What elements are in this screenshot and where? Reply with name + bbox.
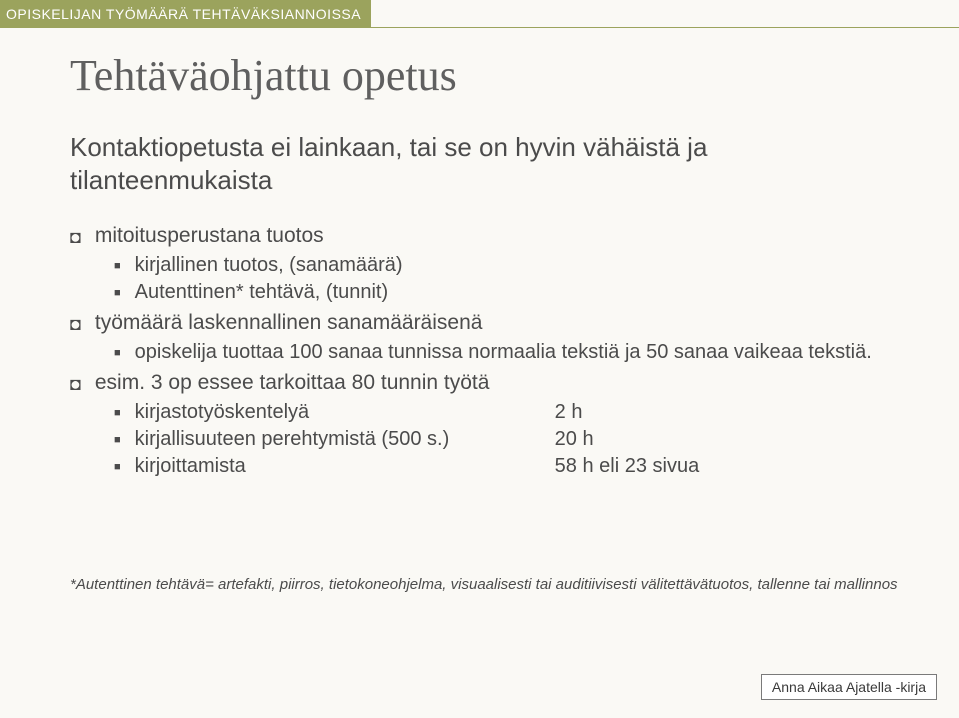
bullet-value: 58 h eli 23 sivua [555,455,700,478]
bullet-label: kirjoittamista [135,455,555,478]
bullet-list: ◘ mitoitusperustana tuotos ■ kirjallinen… [70,224,909,479]
bullet-lvl1: ◘ työmäärä laskennallinen sanamääräisenä [70,311,909,337]
bullet-marker-icon: ■ [114,254,121,278]
bullet-text: opiskelija tuottaa 100 sanaa tunnissa no… [135,341,872,364]
citation-text: Anna Aikaa Ajatella -kirja [772,679,926,695]
header-label: OPISKELIJAN TYÖMÄÄRÄ TEHTÄVÄKSIANNOISSA [6,6,361,22]
citation-box: Anna Aikaa Ajatella -kirja [761,674,937,700]
bullet-marker-icon: ■ [114,341,121,365]
bullet-lvl2: ■ kirjoittamista 58 h eli 23 sivua [114,455,909,479]
bullet-marker-icon: ■ [114,428,121,452]
bullet-marker-icon: ◘ [70,371,81,397]
bullet-lvl1: ◘ mitoitusperustana tuotos [70,224,909,250]
footnote: *Autenttinen tehtävä= artefakti, piirros… [70,575,899,595]
bullet-lvl2: ■ kirjallinen tuotos, (sanamäärä) [114,254,909,278]
slide-title: Tehtäväohjattu opetus [70,50,909,101]
bullet-marker-icon: ■ [114,281,121,305]
bullet-label: kirjastotyöskentelyä [135,401,555,424]
bullet-text: mitoitusperustana tuotos [95,224,324,248]
bullet-lvl2: ■ kirjallisuuteen perehtymistä (500 s.) … [114,428,909,452]
bullet-value: 2 h [555,401,583,424]
bullet-lvl2: ■ Autenttinen* tehtävä, (tunnit) [114,281,909,305]
header-bar: OPISKELIJAN TYÖMÄÄRÄ TEHTÄVÄKSIANNOISSA [0,0,371,28]
header-rule [0,27,959,28]
bullet-label: kirjallisuuteen perehtymistä (500 s.) [135,428,555,451]
bullet-lvl2: ■ kirjastotyöskentelyä 2 h [114,401,909,425]
bullet-text: työmäärä laskennallinen sanamääräisenä [95,311,483,335]
bullet-text: kirjallinen tuotos, (sanamäärä) [135,254,403,277]
bullet-marker-icon: ◘ [70,224,81,250]
bullet-marker-icon: ◘ [70,311,81,337]
bullet-lvl2: ■ opiskelija tuottaa 100 sanaa tunnissa … [114,341,909,365]
bullet-marker-icon: ■ [114,455,121,479]
bullet-lvl1: ◘ esim. 3 op essee tarkoittaa 80 tunnin … [70,371,909,397]
bullet-text: Autenttinen* tehtävä, (tunnit) [135,281,389,304]
bullet-marker-icon: ■ [114,401,121,425]
bullet-value: 20 h [555,428,594,451]
slide-subtitle: Kontaktiopetusta ei lainkaan, tai se on … [70,131,909,196]
bullet-text: esim. 3 op essee tarkoittaa 80 tunnin ty… [95,371,490,395]
slide-content: Tehtäväohjattu opetus Kontaktiopetusta e… [70,50,909,482]
